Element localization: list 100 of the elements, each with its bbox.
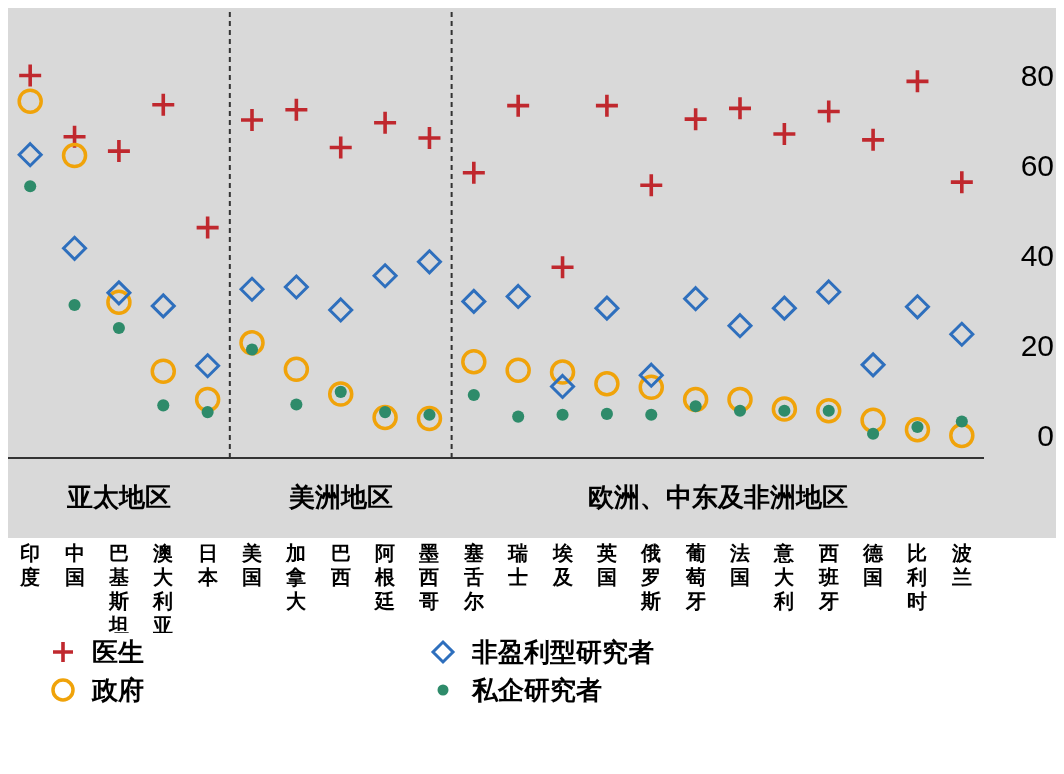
x-tick-label: 俄罗斯 — [640, 541, 662, 613]
x-tick-label: 葡萄牙 — [684, 541, 706, 613]
point — [283, 356, 310, 383]
legend-label: 非盈利型研究者 — [472, 635, 654, 669]
point — [329, 136, 352, 159]
point — [106, 289, 132, 316]
point — [771, 295, 797, 321]
point — [61, 142, 88, 169]
point — [416, 249, 442, 275]
point — [645, 408, 658, 421]
point — [512, 410, 525, 423]
point — [461, 288, 487, 314]
point — [949, 422, 975, 449]
point — [904, 294, 930, 320]
x-tick-label: 加拿大 — [285, 541, 308, 613]
point — [201, 406, 214, 419]
point — [416, 405, 443, 432]
point — [372, 404, 398, 431]
y-tick-label: 20 — [1020, 329, 1054, 363]
point — [467, 388, 480, 402]
text: 美洲地区 — [287, 481, 394, 514]
point — [594, 295, 620, 321]
point — [372, 263, 398, 289]
point — [152, 93, 175, 116]
point — [63, 125, 86, 148]
x-tick-label: 阿根廷 — [373, 541, 397, 613]
x-tick-label: 英国 — [595, 541, 617, 589]
legend-label: 医生 — [92, 635, 144, 669]
point — [107, 140, 130, 163]
x-tick-label: 瑞士 — [507, 541, 529, 589]
point — [285, 98, 308, 121]
point — [551, 256, 574, 279]
point — [505, 283, 531, 309]
legend-label: 私企研究者 — [472, 673, 602, 707]
point — [682, 386, 709, 413]
x-tick-label: 埃及 — [551, 541, 574, 589]
point — [600, 407, 613, 420]
point — [374, 111, 397, 134]
point — [150, 358, 177, 384]
point — [949, 321, 975, 347]
y-tick-label: 40 — [1020, 239, 1054, 273]
point — [771, 396, 798, 422]
point — [867, 427, 880, 440]
point — [594, 371, 620, 397]
point — [683, 286, 709, 312]
point — [239, 276, 265, 302]
point — [68, 298, 81, 312]
point — [638, 362, 664, 388]
point — [194, 386, 221, 413]
point — [17, 142, 43, 168]
x-tick-label: 塞舌尔 — [462, 541, 485, 613]
point — [860, 352, 886, 378]
point — [684, 108, 707, 131]
y-tick-label: 60 — [1020, 149, 1054, 183]
x-tick-label: 巴西 — [329, 541, 351, 589]
text: 亚太地区 — [65, 481, 172, 514]
x-tick-label: 波兰 — [950, 541, 972, 589]
point — [817, 100, 840, 123]
point — [19, 64, 42, 87]
point — [727, 386, 753, 413]
point — [815, 398, 842, 424]
point — [283, 274, 309, 300]
point — [904, 416, 931, 443]
point — [290, 398, 303, 411]
point — [733, 404, 747, 417]
point — [505, 357, 531, 383]
x-tick-label: 日本 — [196, 541, 219, 589]
point — [328, 297, 354, 323]
x-tick-label: 美国 — [241, 541, 262, 589]
point — [239, 330, 265, 356]
point — [595, 94, 618, 117]
x-tick-label: 西班牙 — [817, 541, 839, 613]
point — [461, 348, 487, 375]
point — [862, 128, 885, 151]
point — [773, 123, 796, 145]
point — [195, 353, 221, 379]
point — [955, 415, 968, 428]
y-tick-label: 0 — [1037, 419, 1054, 453]
point — [241, 109, 263, 132]
point — [157, 399, 170, 412]
point — [550, 373, 576, 399]
point — [816, 279, 842, 305]
x-tick-label: 比利时 — [906, 541, 928, 613]
point — [327, 381, 354, 407]
point — [112, 321, 125, 334]
point — [556, 408, 569, 421]
y-tick-label: 80 — [1020, 59, 1054, 93]
point — [462, 161, 485, 184]
point — [24, 180, 37, 193]
x-tick-label: 中国 — [64, 541, 85, 589]
text: 欧洲、中东及非洲地区 — [586, 481, 849, 514]
point — [418, 127, 441, 150]
point — [860, 407, 886, 433]
point — [950, 171, 973, 194]
legend-label: 政府 — [92, 673, 144, 707]
x-tick-label: 意大利 — [773, 541, 796, 613]
x-tick-label: 印度 — [19, 541, 41, 589]
point — [727, 313, 753, 339]
point — [150, 293, 176, 319]
point — [17, 88, 43, 114]
